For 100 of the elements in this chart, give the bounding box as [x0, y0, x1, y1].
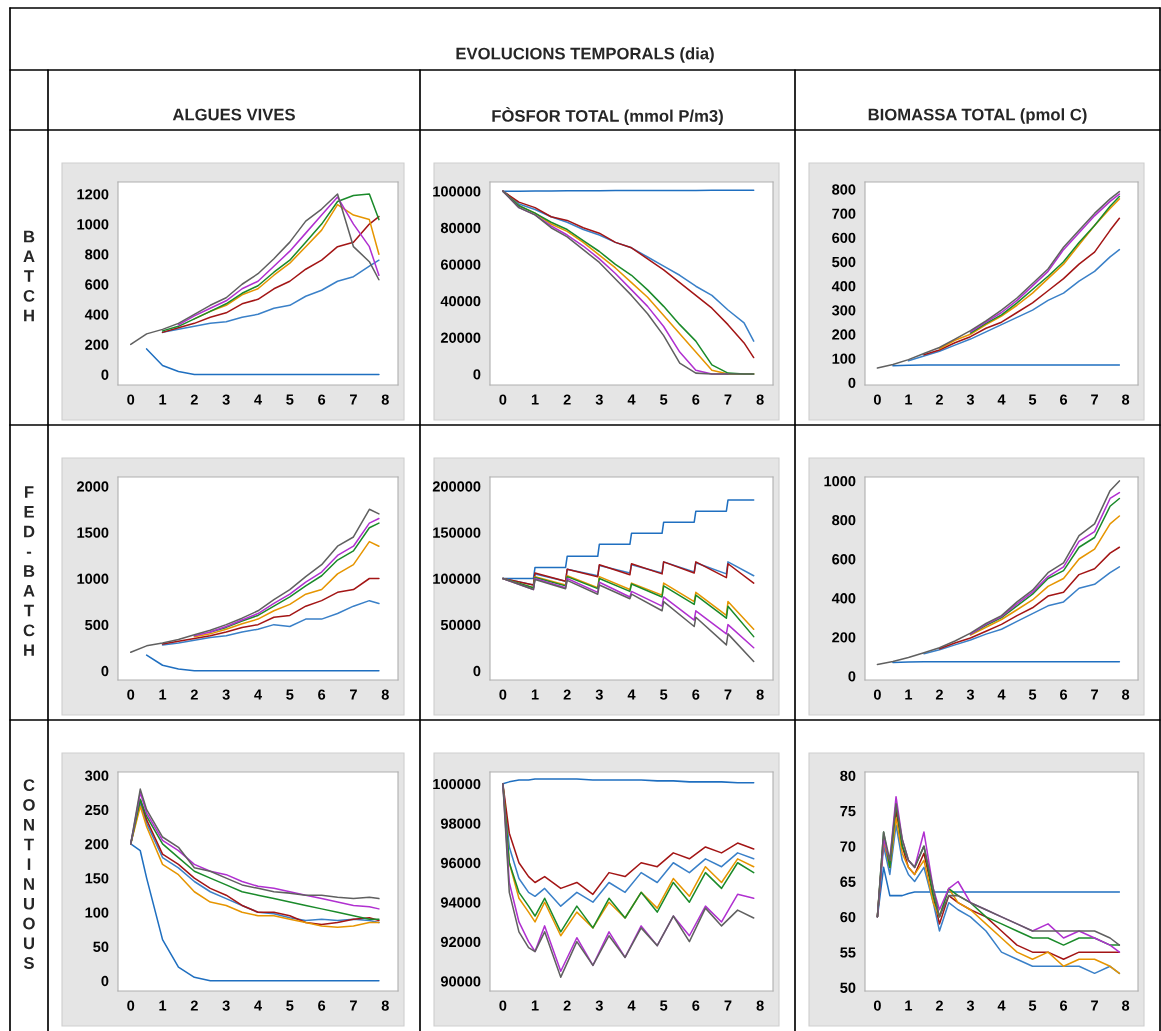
x-tick-label: 4 — [997, 1000, 1006, 1011]
x-tick-label: 7 — [350, 394, 357, 405]
x-tick-label: 0 — [127, 1000, 135, 1011]
x-tick-label: 3 — [595, 1000, 603, 1011]
line-series — [129, 843, 380, 982]
x-tick-label: 5 — [660, 394, 668, 405]
y-tick-label: 0 — [848, 671, 856, 682]
y-tick-label: 100000 — [433, 573, 481, 584]
line-series — [907, 248, 1121, 362]
x-tick-label: 8 — [381, 689, 389, 700]
x-tick-label: 6 — [1060, 689, 1068, 700]
x-tick-label: 1 — [905, 394, 913, 405]
x-tick-label: 8 — [1122, 394, 1130, 405]
y-tick-label: 65 — [840, 876, 856, 887]
y-tick-label: 80 — [840, 770, 856, 781]
line-series — [876, 190, 1121, 369]
x-tick-label: 1 — [159, 1000, 167, 1011]
y-tick-label: 1000 — [824, 476, 856, 487]
x-tick-label: 0 — [499, 1000, 507, 1011]
y-tick-label: 800 — [832, 515, 856, 526]
y-tick-label: 96000 — [440, 857, 481, 869]
chart-title: ALGUES VIVES — [172, 108, 295, 121]
x-tick-label: 6 — [692, 394, 700, 405]
y-tick-label: 1000 — [77, 219, 109, 230]
x-tick-label: 1 — [905, 1000, 913, 1011]
line-series — [145, 348, 380, 376]
x-tick-label: 5 — [660, 689, 668, 700]
x-tick-label: 0 — [127, 394, 135, 405]
y-tick-label: 400 — [84, 309, 109, 320]
text: CONTINUOUS — [23, 779, 35, 969]
x-tick-label: 3 — [222, 394, 230, 405]
x-tick-label: 2 — [190, 689, 198, 700]
y-tick-label: 800 — [85, 249, 109, 260]
y-tick-label: 2000 — [77, 481, 109, 492]
x-tick-label: 7 — [350, 1000, 357, 1011]
x-tick-label: 6 — [318, 1000, 326, 1011]
y-tick-label: 1500 — [77, 527, 109, 538]
x-tick-label: 1 — [531, 689, 539, 700]
x-tick-label: 5 — [286, 1000, 294, 1011]
x-tick-label: 0 — [873, 394, 881, 405]
y-tick-label: 300 — [84, 770, 109, 781]
y-tick-label: 50 — [93, 941, 109, 952]
y-tick-label: 92000 — [440, 936, 481, 948]
y-tick-label: 100000 — [433, 778, 481, 790]
x-tick-label: 4 — [627, 1000, 636, 1011]
x-tick-label: 2 — [190, 1000, 198, 1011]
y-tick-label: 60000 — [440, 259, 481, 270]
x-tick-label: 3 — [595, 394, 603, 405]
y-tick-label: 600 — [832, 554, 856, 565]
x-tick-label: 3 — [595, 689, 603, 700]
y-tick-label: 0 — [101, 369, 109, 380]
x-tick-label: 4 — [254, 1000, 262, 1011]
line-series — [938, 546, 1121, 650]
x-tick-label: 0 — [873, 689, 881, 700]
x-tick-label: 6 — [692, 1000, 700, 1011]
x-tick-label: 6 — [1060, 394, 1068, 405]
x-tick-label: 8 — [381, 1000, 389, 1011]
x-tick-label: 1 — [159, 689, 167, 700]
y-tick-label: 300 — [831, 305, 856, 316]
y-tick-label: 600 — [85, 279, 109, 290]
y-tick-label: 94000 — [440, 897, 481, 908]
x-tick-label: 2 — [190, 394, 198, 405]
line-series — [193, 540, 380, 638]
y-tick-label: 200 — [832, 329, 856, 340]
x-tick-label: 7 — [724, 394, 732, 405]
line-series — [161, 577, 380, 645]
y-tick-label: 500 — [832, 256, 856, 268]
x-tick-label: 0 — [873, 1000, 881, 1011]
x-tick-label: 8 — [756, 1000, 764, 1011]
x-tick-label: 5 — [1028, 1000, 1037, 1011]
y-tick-label: 600 — [832, 232, 856, 244]
x-tick-label: 7 — [1091, 1000, 1098, 1011]
y-tick-label: 70 — [840, 841, 856, 852]
x-tick-label: 3 — [222, 1000, 230, 1011]
x-tick-label: 3 — [966, 689, 975, 700]
line-series — [938, 198, 1121, 350]
y-tick-label: 150 — [85, 873, 109, 884]
x-tick-label: 7 — [1091, 689, 1098, 700]
x-tick-label: 5 — [1028, 394, 1037, 405]
x-tick-label: 4 — [254, 394, 262, 405]
x-tick-label: 2 — [935, 1000, 943, 1011]
x-tick-label: 3 — [966, 1000, 975, 1011]
x-tick-label: 2 — [935, 689, 943, 700]
y-tick-label: 100 — [85, 907, 109, 918]
x-tick-label: 0 — [499, 394, 507, 405]
x-tick-label: 4 — [627, 394, 636, 405]
line-series — [129, 508, 380, 654]
y-tick-label: 60 — [840, 911, 856, 923]
y-axis-title: BATCH — [23, 230, 35, 322]
x-tick-label: 7 — [350, 689, 357, 700]
x-tick-label: 2 — [935, 394, 943, 405]
chart-title: BIOMASSA TOTAL (pmol C) — [868, 108, 1087, 124]
x-tick-label: 5 — [660, 1000, 668, 1011]
x-tick-label: 6 — [692, 689, 700, 700]
x-tick-label: 7 — [724, 1000, 732, 1011]
y-tick-label: 0 — [848, 377, 856, 389]
y-tick-label: 500 — [85, 619, 109, 631]
line-series — [923, 566, 1121, 655]
line-series — [193, 517, 380, 637]
y-tick-label: 400 — [831, 281, 856, 292]
